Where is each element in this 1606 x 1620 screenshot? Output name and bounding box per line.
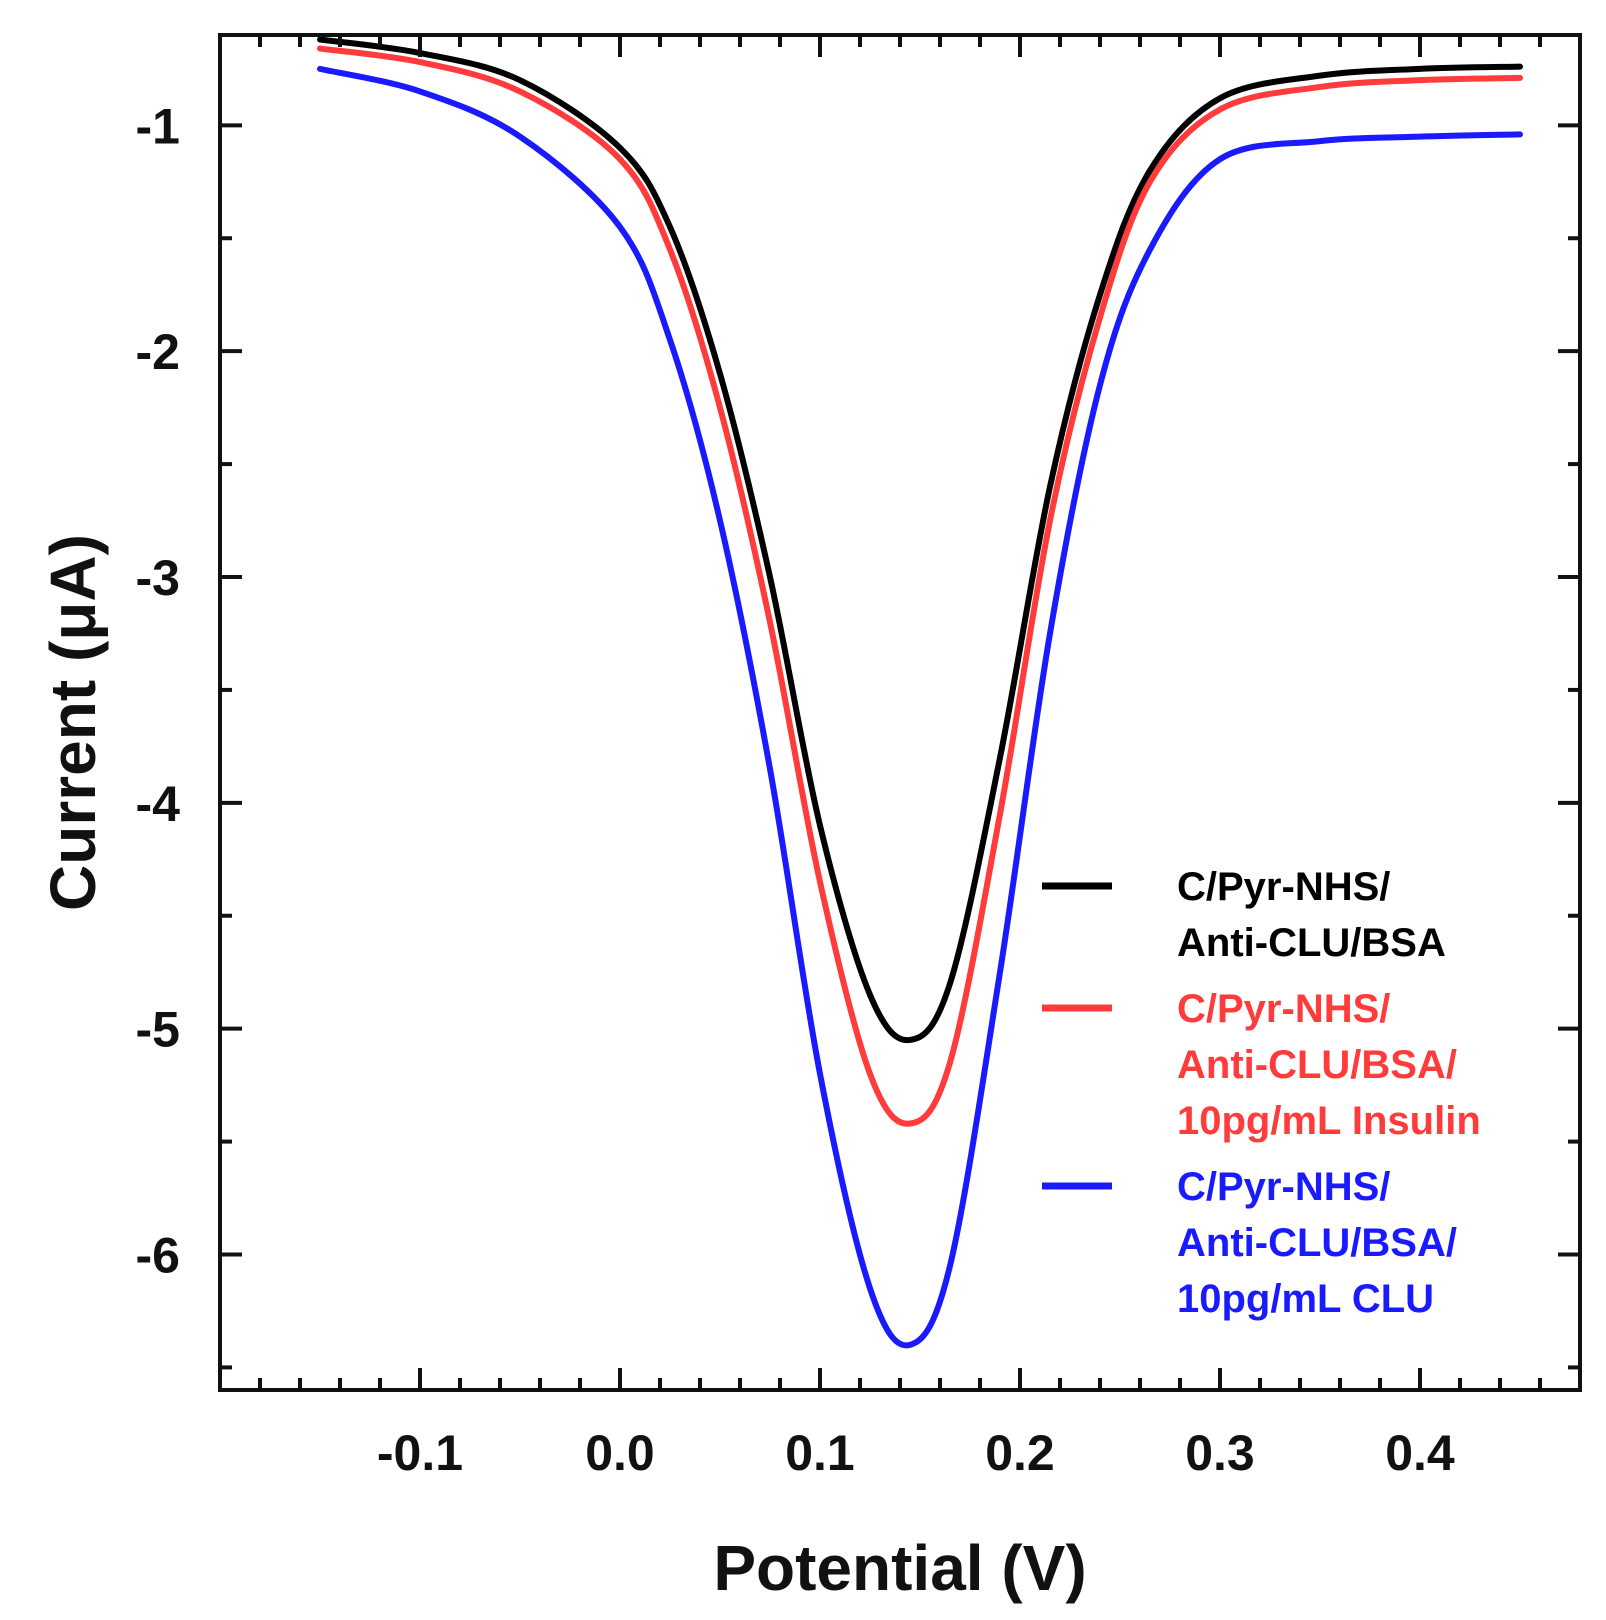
legend-label-3: Anti-CLU/BSA/	[1177, 1221, 1457, 1265]
series-group	[317, 36, 1523, 1349]
y-tick-label: -3	[136, 550, 180, 606]
legend-label-2: Anti-CLU/BSA/	[1177, 1043, 1457, 1087]
y-tick-label: -6	[136, 1228, 180, 1284]
legend-label-2: C/Pyr-NHS/	[1177, 987, 1390, 1031]
legend-label-3: C/Pyr-NHS/	[1177, 1165, 1390, 1209]
x-tick-label: 0.4	[1385, 1425, 1455, 1481]
legend-label-1: C/Pyr-NHS/	[1177, 865, 1390, 909]
x-axis-label: Potential (V)	[713, 1532, 1086, 1604]
legend-label-3: 10pg/mL CLU	[1177, 1277, 1434, 1321]
x-tick-label: -0.1	[377, 1425, 463, 1481]
y-tick-label: -4	[136, 776, 181, 832]
x-tick-label: 0.3	[1185, 1425, 1255, 1481]
series-line-2	[317, 45, 1523, 1127]
legend-label-1: Anti-CLU/BSA	[1177, 921, 1446, 965]
x-tick-label: 0.2	[985, 1425, 1055, 1481]
y-tick-label: -5	[136, 1002, 180, 1058]
ticks-group: -0.1 0.0 0.1 0.2 0.3 0.4 -1 -2 -3 -4 -5 -6	[136, 35, 1582, 1481]
series-line-1	[317, 36, 1523, 1044]
x-tick-label: 0.1	[785, 1425, 855, 1481]
y-axis-label: Current (μA)	[37, 534, 109, 911]
y-tick-label: -1	[136, 98, 180, 154]
legend: C/Pyr-NHS/Anti-CLU/BSA C/Pyr-NHS/Anti-CLU…	[1042, 865, 1481, 1321]
legend-label-2: 10pg/mL Insulin	[1177, 1099, 1481, 1143]
y-tick-label: -2	[136, 324, 180, 380]
x-tick-label: 0.0	[585, 1425, 655, 1481]
series-line-3	[317, 65, 1523, 1349]
plot-frame	[218, 33, 1582, 1392]
